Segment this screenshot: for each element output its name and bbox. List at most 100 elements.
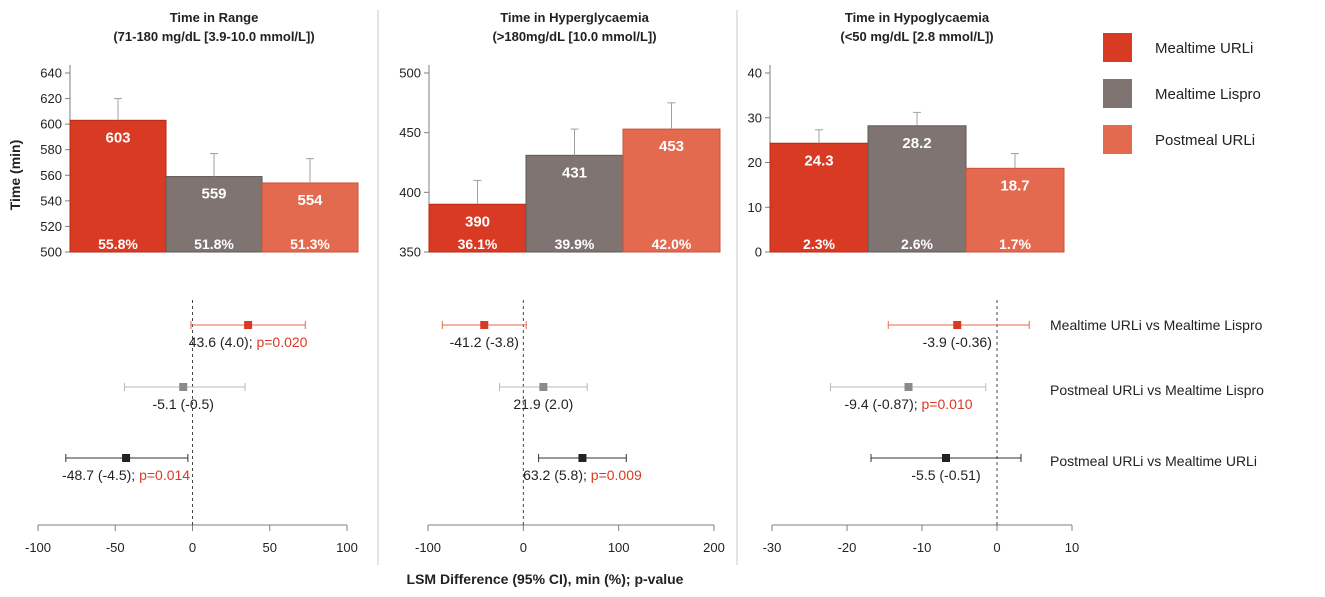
forest-x-tick-label: -30 — [763, 540, 782, 555]
point-estimate — [122, 454, 131, 462]
forest-x-tick-label: 50 — [263, 540, 277, 555]
bar-ylabel: Time (min) — [7, 140, 23, 211]
bar-value-label: 603 — [105, 129, 130, 146]
bar-y-tick-label: 600 — [40, 117, 62, 132]
bar-y-tick-label: 620 — [40, 91, 62, 106]
forest-x-tick-label: 0 — [993, 540, 1000, 555]
bar-percent-label: 39.9% — [555, 236, 595, 252]
p-value: p=0.009 — [591, 467, 642, 483]
point-estimate — [942, 454, 950, 462]
bar-percent-label: 1.7% — [999, 236, 1031, 252]
bar-value-label: 431 — [562, 164, 587, 181]
panel-title: Time in Range — [170, 10, 259, 25]
legend-swatch — [1103, 125, 1132, 154]
bar-value-label: 390 — [465, 213, 490, 230]
bar-y-tick-label: 400 — [399, 185, 421, 200]
bar — [965, 167, 1065, 253]
comparison-label: Postmeal URLi vs Mealtime URLi — [1050, 453, 1257, 469]
bar — [69, 119, 167, 253]
bar-percent-label: 2.6% — [901, 236, 933, 252]
estimate-value: -48.7 (-4.5); — [62, 467, 139, 483]
bar-percent-label: 55.8% — [98, 236, 138, 252]
estimate-label: -9.4 (-0.87); p=0.010 — [844, 396, 972, 412]
forest-x-tick-label: 200 — [703, 540, 725, 555]
legend-label: Mealtime Lispro — [1155, 86, 1261, 103]
bar-y-tick-label: 30 — [748, 110, 762, 125]
bar-y-tick-label: 500 — [40, 245, 62, 260]
comparison-label: Mealtime URLi vs Mealtime Lispro — [1050, 317, 1263, 333]
bar-y-tick-label: 520 — [40, 219, 62, 234]
comparison-label: Postmeal URLi vs Mealtime Lispro — [1050, 382, 1264, 398]
estimate-value: 63.2 (5.8); — [523, 467, 591, 483]
forest-x-tick-label: 100 — [608, 540, 630, 555]
p-value: p=0.010 — [922, 396, 973, 412]
bar-percent-label: 42.0% — [652, 236, 692, 252]
point-estimate — [244, 321, 253, 329]
bar — [622, 128, 721, 253]
bar-y-tick-label: 0 — [755, 245, 762, 260]
estimate-value: 21.9 (2.0) — [513, 396, 573, 412]
bar — [525, 154, 624, 253]
panel-title: Time in Hypoglycaemia — [845, 10, 990, 25]
panel-subtitle: (<50 mg/dL [2.8 mmol/L]) — [840, 29, 993, 44]
bar-value-label: 24.3 — [804, 152, 833, 169]
estimate-label: 43.6 (4.0); p=0.020 — [189, 334, 308, 350]
estimate-label: -48.7 (-4.5); p=0.014 — [62, 467, 190, 483]
estimate-label: -3.9 (-0.36) — [923, 334, 992, 350]
bar-percent-label: 51.3% — [290, 236, 330, 252]
bar-y-tick-label: 450 — [399, 125, 421, 140]
bar-y-tick-label: 40 — [748, 66, 762, 81]
point-estimate — [904, 383, 913, 391]
legend-swatch — [1103, 33, 1132, 62]
forest-x-tick-label: 0 — [520, 540, 527, 555]
bar-percent-label: 51.8% — [194, 236, 234, 252]
bar-y-tick-label: 540 — [40, 193, 62, 208]
panel-subtitle: (71-180 mg/dL [3.9-10.0 mmol/L]) — [113, 29, 314, 44]
bar-value-label: 554 — [297, 192, 323, 209]
bar-percent-label: 2.3% — [803, 236, 835, 252]
point-estimate — [480, 321, 489, 329]
point-estimate — [578, 454, 587, 462]
legend-label: Mealtime URLi — [1155, 40, 1253, 57]
forest-x-tick-label: 100 — [336, 540, 358, 555]
point-estimate — [953, 321, 962, 329]
bar-y-tick-label: 10 — [748, 200, 762, 215]
legend-swatch — [1103, 79, 1132, 108]
point-estimate — [179, 383, 188, 391]
estimate-label: -5.5 (-0.51) — [911, 467, 980, 483]
estimate-value: -41.2 (-3.8) — [450, 334, 519, 350]
point-estimate — [539, 383, 548, 391]
bar-percent-label: 36.1% — [458, 236, 498, 252]
forest-x-tick-label: 0 — [189, 540, 196, 555]
forest-x-tick-label: -100 — [25, 540, 51, 555]
legend-label: Postmeal URLi — [1155, 132, 1255, 149]
bar-value-label: 18.7 — [1000, 177, 1029, 194]
bar-value-label: 453 — [659, 138, 684, 155]
bar-value-label: 559 — [201, 186, 226, 203]
panel-subtitle: (>180mg/dL [10.0 mmol/L]) — [492, 29, 656, 44]
bar — [769, 142, 869, 253]
estimate-label: -5.1 (-0.5) — [152, 396, 213, 412]
forest-x-tick-label: -50 — [106, 540, 125, 555]
forest-xlabel: LSM Difference (95% CI), min (%); p-valu… — [407, 571, 684, 587]
estimate-value: 43.6 (4.0); — [189, 334, 257, 350]
estimate-label: 63.2 (5.8); p=0.009 — [523, 467, 642, 483]
estimate-value: -5.1 (-0.5) — [152, 396, 213, 412]
bar-y-tick-label: 350 — [399, 245, 421, 260]
forest-x-tick-label: -20 — [838, 540, 857, 555]
estimate-value: -3.9 (-0.36) — [923, 334, 992, 350]
estimate-label: -41.2 (-3.8) — [450, 334, 519, 350]
bar — [261, 182, 359, 253]
bar-y-tick-label: 20 — [748, 155, 762, 170]
forest-x-tick-label: -10 — [913, 540, 932, 555]
forest-x-tick-label: 10 — [1065, 540, 1079, 555]
estimate-value: -5.5 (-0.51) — [911, 467, 980, 483]
bar-y-tick-label: 640 — [40, 66, 62, 81]
panel-title: Time in Hyperglycaemia — [500, 10, 649, 25]
estimate-value: -9.4 (-0.87); — [844, 396, 921, 412]
p-value: p=0.014 — [139, 467, 190, 483]
forest-x-tick-label: -100 — [415, 540, 441, 555]
bar-y-tick-label: 580 — [40, 142, 62, 157]
